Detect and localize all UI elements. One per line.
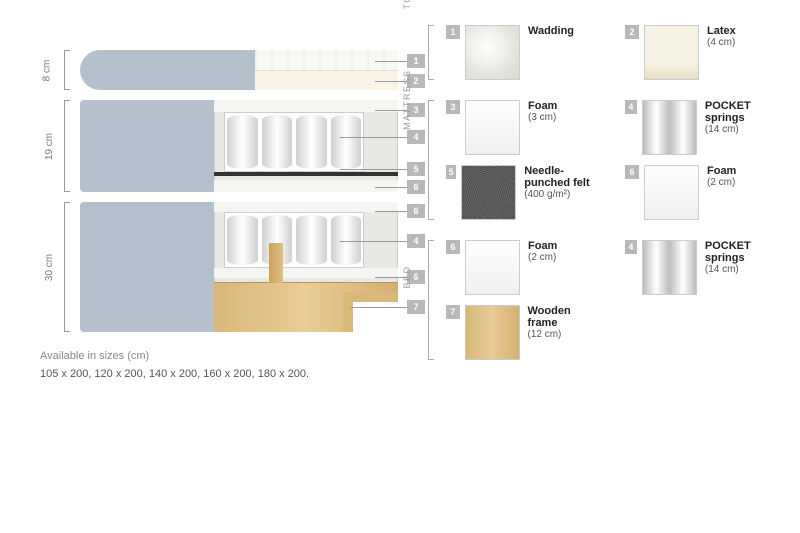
legend-number-badge: 4: [625, 100, 637, 114]
legend-item: 4 POCKET springs(14 cm): [625, 240, 780, 295]
legend-group: BED6Foam(2 cm)4POCKET springs(14 cm)7Woo…: [418, 240, 780, 360]
legend-item: 3 Foam(3 cm): [446, 100, 601, 155]
legend-item: 2 Latex(4 cm): [625, 25, 780, 80]
legend-item-detail: (2 cm): [707, 177, 736, 188]
legend-swatch: [465, 25, 520, 80]
diagram-column: 8 cm 1 2 19 cm: [0, 0, 408, 533]
legend-item-name: Wadding: [528, 25, 574, 37]
legend-item-name: Foam: [528, 100, 557, 112]
legend-item-name: POCKET springs: [705, 100, 780, 124]
legend-swatch: [465, 100, 520, 155]
sizes-title: Available in sizes (cm): [40, 350, 398, 362]
section-mattress: 19 cm 3 4 5 6: [40, 100, 398, 192]
legend-item-name: Foam: [528, 240, 557, 252]
top-mattress-graphic: [80, 50, 398, 90]
dim-top: 8 cm: [41, 59, 52, 81]
legend-item-detail: (3 cm): [528, 112, 557, 123]
mattress-graphic: [80, 100, 398, 192]
legend-item-detail: (14 cm): [705, 264, 780, 275]
legend-item: 6 Foam(2 cm): [446, 240, 601, 295]
legend-item-name: Latex: [707, 25, 736, 37]
legend-column: TOP MATTRESS1Wadding2Latex(4 cm)MATTRESS…: [408, 0, 800, 533]
legend-item: 1 Wadding: [446, 25, 601, 80]
legend-number-badge: 7: [446, 305, 460, 319]
legend-item-detail: (2 cm): [528, 252, 557, 263]
legend-item: 6 Foam(2 cm): [625, 165, 780, 220]
group-label-text: TOP MATTRESS: [402, 0, 412, 9]
legend-number-badge: 3: [446, 100, 460, 114]
legend-number-badge: 1: [446, 25, 460, 39]
legend-item: 5 Needle-punched felt(400 g/m²): [446, 165, 601, 220]
legend-item-name: Foam: [707, 165, 736, 177]
sizes-list: 105 x 200, 120 x 200, 140 x 200, 160 x 2…: [40, 368, 398, 380]
legend-item-detail: (14 cm): [705, 124, 780, 135]
legend-item-name: Needle-punched felt: [524, 165, 601, 189]
legend-group: MATTRESS3Foam(3 cm)4POCKET springs(14 cm…: [418, 100, 780, 220]
legend-item: 4 POCKET springs(14 cm): [625, 100, 780, 155]
legend-swatch: [644, 165, 699, 220]
legend-item-name: POCKET springs: [705, 240, 780, 264]
legend-swatch: [644, 25, 699, 80]
legend-number-badge: 5: [446, 165, 456, 179]
dim-base: 30 cm: [44, 253, 55, 280]
legend-swatch: [465, 305, 520, 360]
legend-swatch: [642, 240, 697, 295]
dim-mid: 19 cm: [44, 132, 55, 159]
legend-item-detail: (4 cm): [707, 37, 736, 48]
legend-item-name: Wooden frame: [528, 305, 602, 329]
legend-item: 7 Wooden frame(12 cm): [446, 305, 601, 360]
legend-swatch: [461, 165, 516, 220]
section-bed: 30 cm 6 4 6 7: [40, 202, 398, 332]
group-label-text: BED: [402, 265, 412, 288]
legend-swatch: [642, 100, 697, 155]
legend-item-detail: (400 g/m²): [524, 189, 601, 200]
section-top-mattress: 8 cm 1 2: [40, 50, 398, 90]
legend-item-detail: (12 cm): [528, 329, 602, 340]
legend-number-badge: 6: [625, 165, 639, 179]
legend-number-badge: 2: [625, 25, 639, 39]
legend-swatch: [465, 240, 520, 295]
legend-number-badge: 6: [446, 240, 460, 254]
legend-number-badge: 4: [625, 240, 637, 254]
legend-group: TOP MATTRESS1Wadding2Latex(4 cm): [418, 25, 780, 80]
group-label-text: MATTRESS: [402, 69, 412, 129]
